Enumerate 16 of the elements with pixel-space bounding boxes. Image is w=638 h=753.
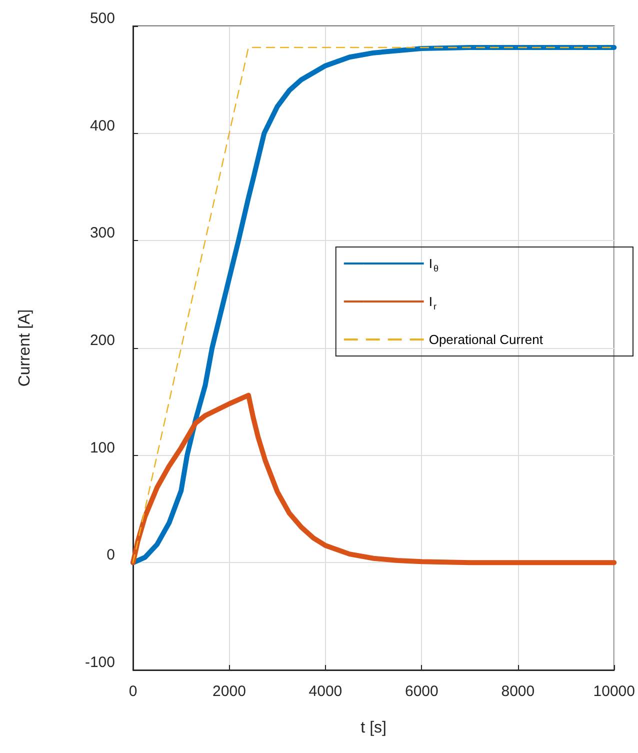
- x-axis-title: t [s]: [360, 720, 386, 736]
- x-tick-label: 0: [128, 683, 138, 700]
- x-tick-label: 6000: [405, 683, 438, 700]
- x-tick-label: 2000: [212, 683, 246, 700]
- y-tick-label: 0: [106, 546, 115, 564]
- x-tick-label: 8000: [501, 683, 535, 700]
- y-tick-label: 300: [90, 224, 115, 242]
- x-tick-label: 10000: [593, 683, 636, 700]
- y-tick-label: 100: [90, 439, 115, 456]
- y-tick-label: 400: [90, 117, 115, 134]
- legend-label: Operational Current: [428, 332, 544, 347]
- x-tick-label: 4000: [308, 683, 342, 700]
- y-tick-label: -100: [84, 654, 115, 671]
- y-tick-label: 500: [90, 10, 115, 27]
- y-tick-label: 200: [90, 332, 115, 349]
- y-axis-title: Current [A]: [16, 309, 34, 387]
